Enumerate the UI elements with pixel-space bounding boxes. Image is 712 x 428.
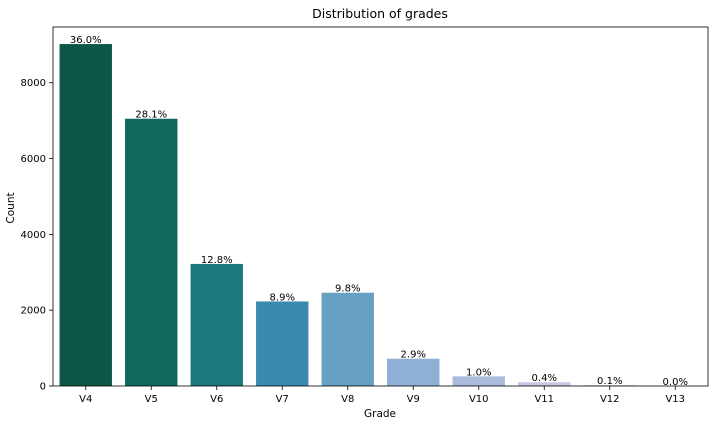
x-axis-label: Grade [364,408,396,420]
x-tick-label: V7 [276,394,289,405]
x-tick-label: V8 [341,394,354,405]
x-tick-label: V11 [534,394,554,405]
y-tick-label: 6000 [21,154,46,165]
data-label: 2.9% [401,350,426,361]
bar-v4 [60,44,112,386]
x-tick-label: V5 [145,394,158,405]
x-tick-label: V9 [407,394,420,405]
data-label: 28.1% [135,110,167,121]
bar-v6 [191,264,243,386]
x-tick-label: V10 [469,394,489,405]
bar-v8 [322,293,374,386]
x-tick-label: V13 [665,394,685,405]
data-label: 0.1% [597,376,622,387]
data-label: 9.8% [335,284,360,295]
y-tick-label: 0 [40,382,46,393]
x-tick-label: V12 [600,394,620,405]
x-tick-label: V6 [210,394,223,405]
plot-area: 36.0% V4 28.1% V5 12.8% V6 8.9% V7 9.8% V8 2.9% V9 1… [21,27,708,405]
bar-v5 [125,119,177,386]
bar-v9 [387,359,439,386]
data-label: 0.4% [532,373,557,384]
data-label: 36.0% [70,35,102,46]
y-tick-label: 2000 [21,306,46,317]
x-tick-label: V4 [79,394,92,405]
data-label: 12.8% [201,255,233,266]
chart-title: Distribution of grades [312,6,448,21]
y-tick-label: 8000 [21,78,46,89]
bar-v7 [256,301,308,386]
y-axis-label: Count [5,192,17,223]
data-label: 1.0% [466,367,491,378]
data-label: 8.9% [270,292,295,303]
y-tick-label: 4000 [21,230,46,241]
